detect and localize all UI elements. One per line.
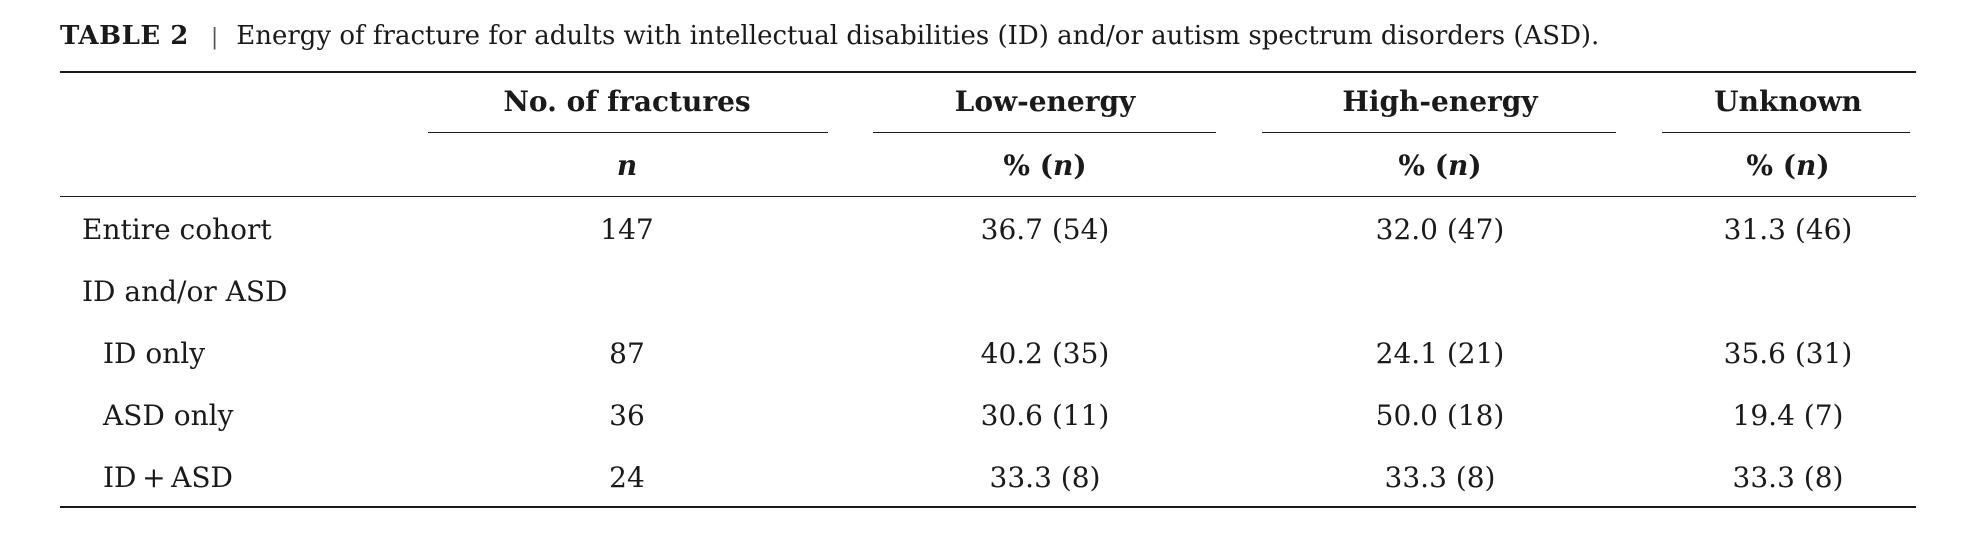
- table-cell: 33.3 (8): [1732, 461, 1844, 494]
- table-cell: 32.0 (47): [1375, 213, 1505, 246]
- column-header-low-energy: Low-energy: [954, 85, 1136, 118]
- column-subheader-fractures: n: [616, 149, 638, 182]
- table-bottom-rule: [60, 506, 1916, 508]
- row-label-id-plus-asd: ID + ASD: [103, 461, 234, 494]
- table-cell: 87: [609, 337, 645, 370]
- table-cell: 36: [609, 399, 645, 432]
- table-cell: 33.3 (8): [989, 461, 1101, 494]
- column-subheader-high-energy: % (n): [1398, 149, 1482, 182]
- table-cell: 147: [600, 213, 654, 246]
- table-cell: 40.2 (35): [980, 337, 1110, 370]
- table-cell: 24: [609, 461, 645, 494]
- caption-separator: |: [210, 25, 219, 50]
- column-header-underline: [1662, 132, 1910, 133]
- column-header-underline: [873, 132, 1216, 133]
- table-cell: 35.6 (31): [1723, 337, 1853, 370]
- row-label-id-only: ID only: [103, 337, 206, 370]
- column-header-high-energy: High-energy: [1342, 85, 1538, 118]
- table-header-rule: [60, 196, 1916, 197]
- table-cell: 24.1 (21): [1375, 337, 1505, 370]
- row-label-group-id-asd: ID and/or ASD: [82, 275, 288, 308]
- table-cell: 30.6 (11): [980, 399, 1110, 432]
- table-number: TABLE 2: [60, 21, 189, 51]
- column-subheader-unknown: % (n): [1746, 149, 1830, 182]
- table-title: Energy of fracture for adults with intel…: [236, 21, 1600, 51]
- column-subheader-low-energy: % (n): [1003, 149, 1087, 182]
- row-label-entire-cohort: Entire cohort: [82, 213, 272, 246]
- table-cell: 19.4 (7): [1732, 399, 1844, 432]
- table-top-rule: [60, 71, 1916, 73]
- table-caption: TABLE 2 | Energy of fracture for adults wi…: [60, 18, 1599, 56]
- table-cell: 31.3 (46): [1723, 213, 1853, 246]
- table-cell: 36.7 (54): [980, 213, 1110, 246]
- table-cell: 33.3 (8): [1384, 461, 1496, 494]
- row-label-asd-only: ASD only: [103, 399, 234, 432]
- column-header-underline: [428, 132, 828, 133]
- column-header-fractures: No. of fractures: [503, 85, 751, 118]
- table-cell: 50.0 (18): [1375, 399, 1505, 432]
- column-header-underline: [1262, 132, 1616, 133]
- column-header-unknown: Unknown: [1714, 85, 1862, 118]
